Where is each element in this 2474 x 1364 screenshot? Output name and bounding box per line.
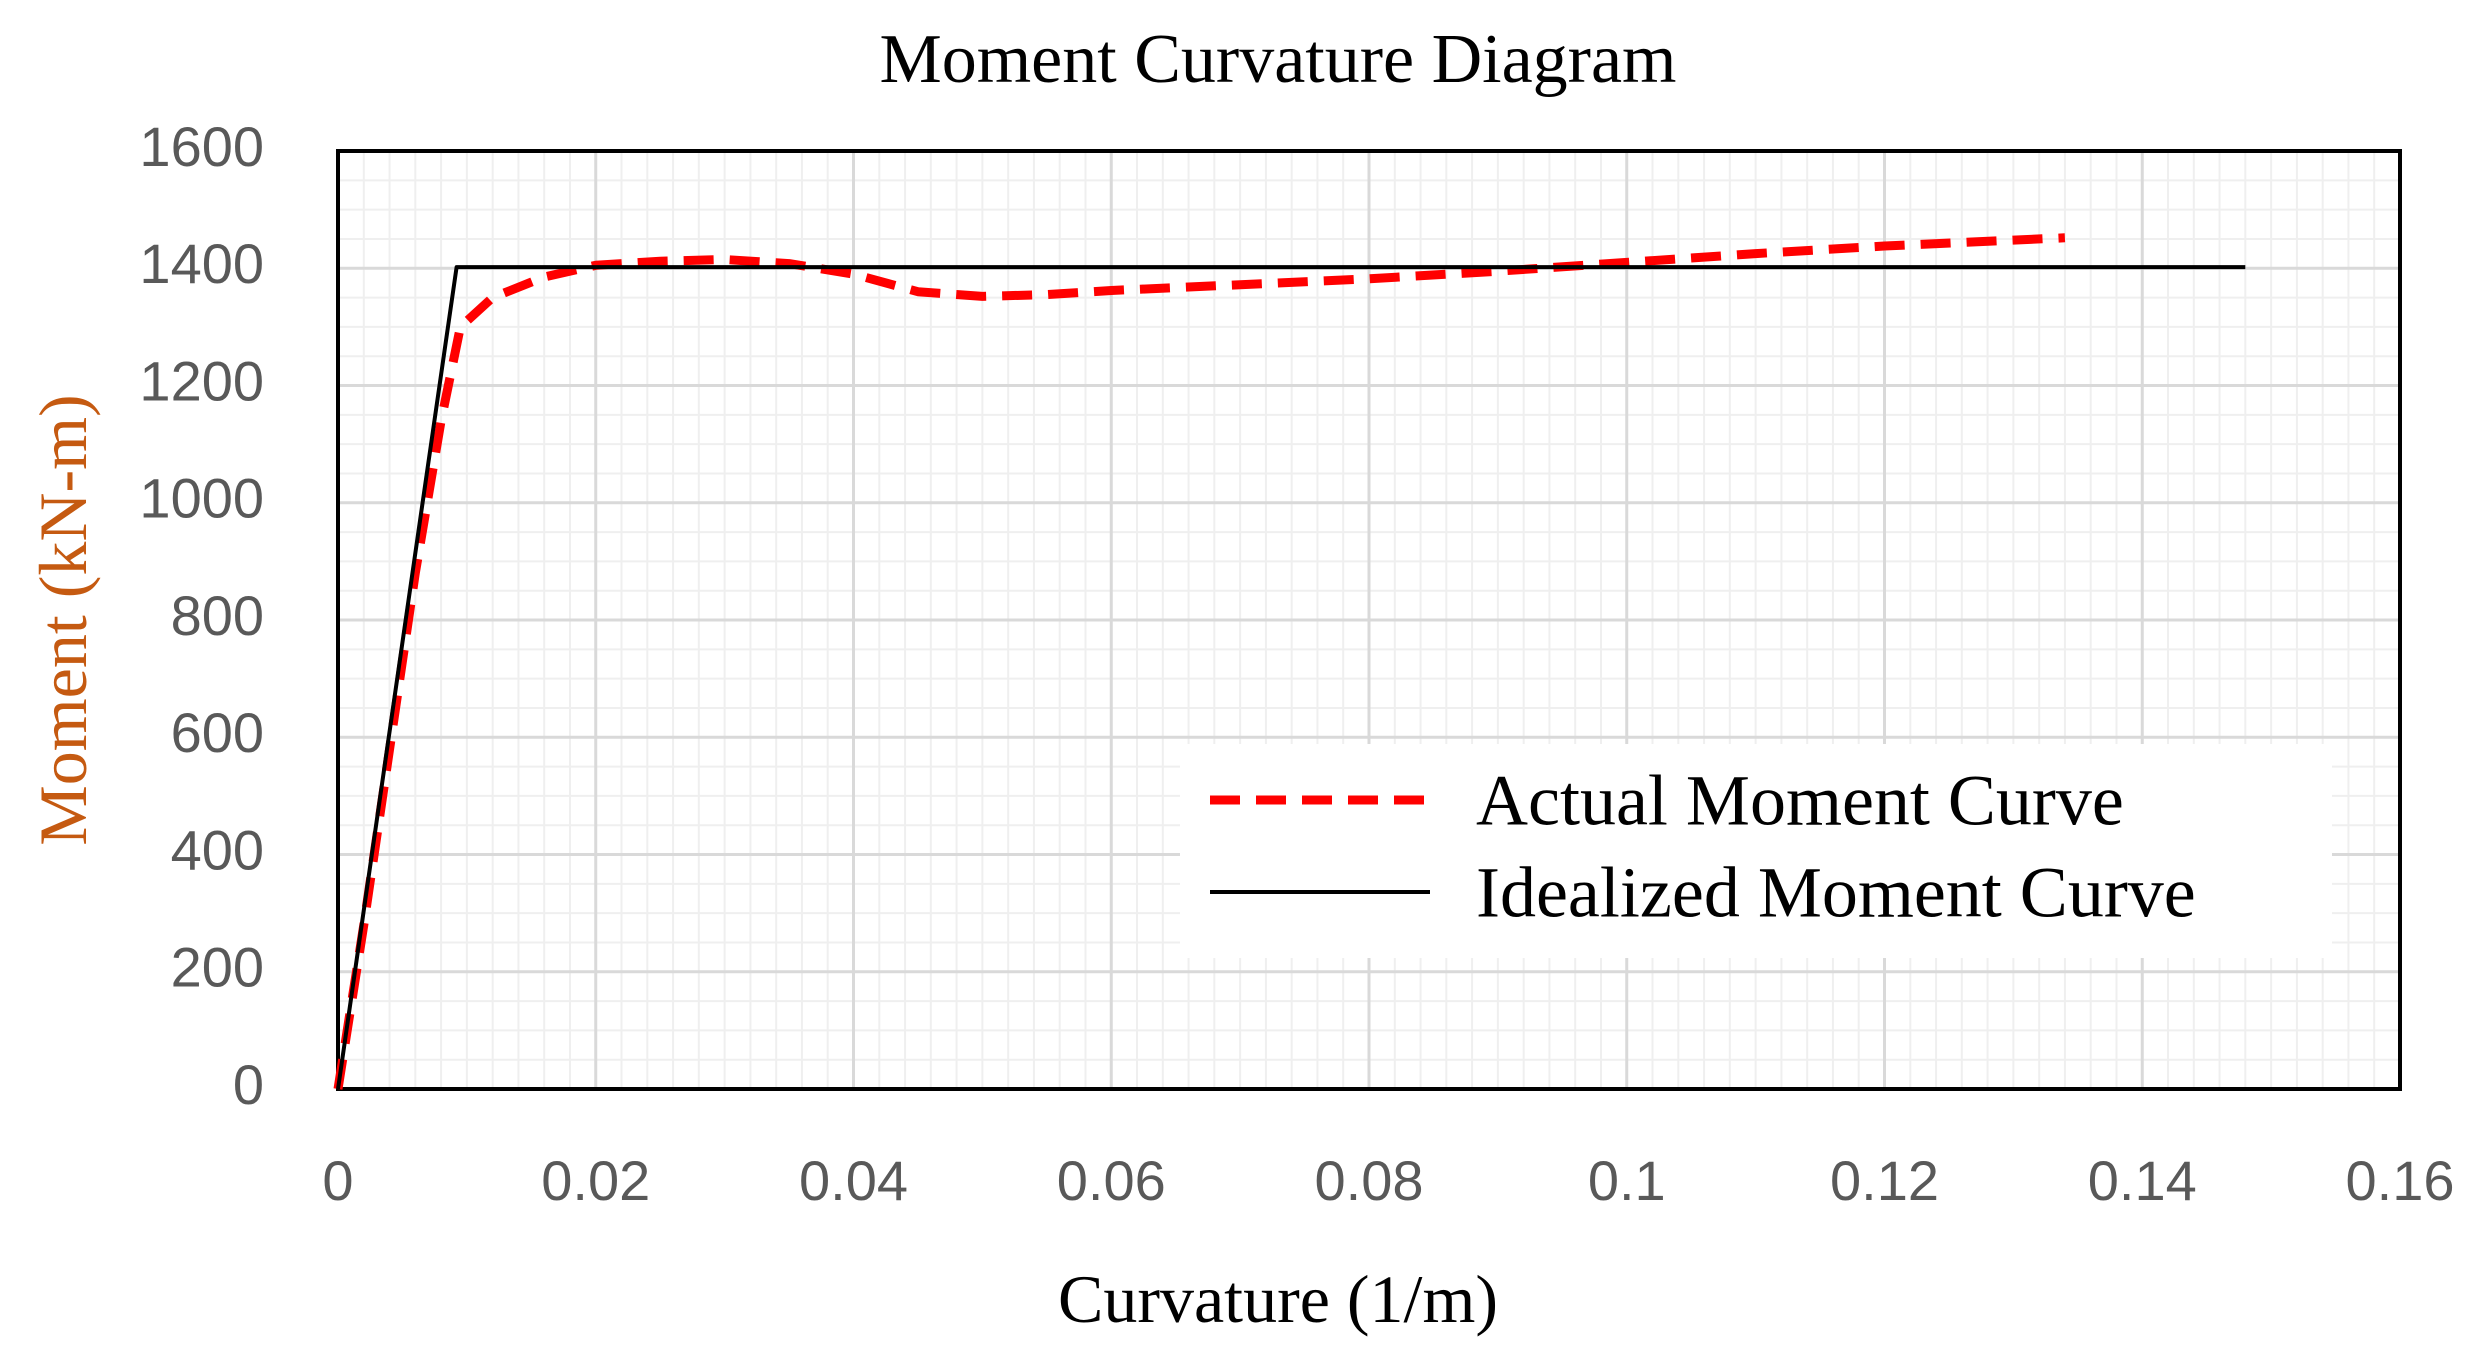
y-tick-label: 0 xyxy=(233,1053,264,1116)
x-tick-label: 0.06 xyxy=(1057,1149,1166,1212)
x-tick-label: 0.02 xyxy=(541,1149,650,1212)
legend: Actual Moment Curve Idealized Moment Cur… xyxy=(1180,744,2332,958)
x-tick-label: 0.04 xyxy=(799,1149,908,1212)
y-tick-label: 600 xyxy=(171,701,264,764)
y-tick-label: 1600 xyxy=(139,115,264,178)
y-tick-label: 1000 xyxy=(139,467,264,530)
y-tick-label: 400 xyxy=(171,818,264,881)
y-axis-tick-labels: 0 200 400 600 800 1000 1200 1400 1600 xyxy=(139,115,264,1116)
x-tick-label: 0.14 xyxy=(2088,1149,2197,1212)
y-tick-label: 1400 xyxy=(139,232,264,295)
chart-title: Moment Curvature Diagram xyxy=(879,21,1676,98)
legend-label-idealized: Idealized Moment Curve xyxy=(1476,853,2196,933)
legend-box xyxy=(1180,744,2332,958)
x-tick-label: 0.08 xyxy=(1315,1149,1424,1212)
series-line-actual-moment xyxy=(333,233,2066,1090)
y-tick-label: 1200 xyxy=(139,349,264,412)
y-tick-label: 200 xyxy=(171,936,264,999)
legend-label-actual: Actual Moment Curve xyxy=(1476,761,2124,841)
series-layer xyxy=(333,233,2246,1090)
plot-area-border xyxy=(336,149,2402,1091)
x-tick-label: 0 xyxy=(322,1149,353,1212)
x-axis-tick-labels: 0 0.02 0.04 0.06 0.08 0.1 0.12 0.14 0.16 xyxy=(322,1149,2454,1212)
x-axis-title: Curvature (1/m) xyxy=(1058,1261,1498,1337)
x-tick-label: 0.12 xyxy=(1830,1149,1939,1212)
y-tick-label: 800 xyxy=(171,584,264,647)
series-line-idealized-moment xyxy=(336,265,2246,1090)
y-axis-title: Moment (kN-m) xyxy=(25,394,101,845)
x-tick-label: 0.16 xyxy=(2346,1149,2455,1212)
x-tick-label: 0.1 xyxy=(1588,1149,1666,1212)
